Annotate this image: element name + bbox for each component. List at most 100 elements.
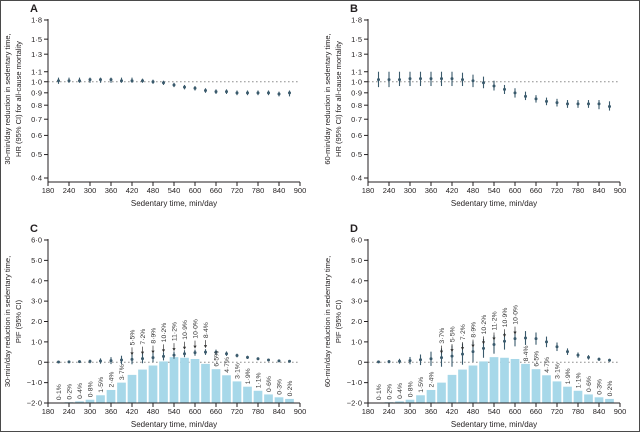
label-arrowhead: [481, 341, 486, 345]
x-axis-title: Sedentary time, min/day: [451, 199, 537, 208]
x-tick-label: 240: [383, 407, 396, 416]
data-point: [419, 77, 422, 81]
data-point: [204, 89, 207, 93]
dist-bar: [416, 395, 425, 403]
data-point: [204, 350, 207, 354]
y-tick-label: 1·3: [351, 50, 362, 59]
data-point: [597, 357, 601, 361]
data-point: [471, 79, 475, 83]
dist-bar-label: 1·5%: [98, 377, 105, 393]
dist-bar: [138, 369, 147, 403]
x-axis-title: Sedentary time, min/day: [131, 199, 217, 208]
data-point: [162, 81, 165, 85]
y-tick-label: 5·0: [351, 256, 362, 265]
y-tick-label: −1·0: [347, 378, 362, 387]
dist-bar: [180, 357, 189, 403]
y-tick-label: 0·7: [31, 115, 42, 124]
panel-a: A 1·8 1·5 1·3 1·1 1·0 0·9 0·8 0·7 0·6 0·5 0·4 180 24…: [1, 1, 321, 217]
dist-bar-label: 3·7%: [119, 364, 126, 380]
data-point: [141, 357, 144, 361]
x-tick-label: 720: [231, 186, 244, 195]
dist-bar: [117, 382, 126, 403]
dist-bar: [468, 365, 478, 403]
x-tick-label: 600: [189, 407, 202, 416]
dist-bar-label: 10·2%: [481, 315, 488, 335]
data-point: [429, 77, 433, 81]
dist-bar: [426, 389, 436, 403]
dist-bar: [75, 401, 84, 403]
data-point: [597, 102, 601, 106]
data-point: [408, 77, 412, 81]
dist-bar: [584, 394, 593, 403]
data-point: [130, 79, 134, 83]
y-axis-title-line2: HR (95% CI) for all-cause mortality: [334, 41, 343, 157]
y-tick-label: 0·8: [351, 101, 362, 110]
dist-bar-label: 6·5%: [213, 351, 220, 367]
data-point: [398, 78, 401, 82]
x-tick-label: 660: [530, 407, 543, 416]
x-tick-label: 540: [488, 407, 501, 416]
dist-bar-label: 7·2%: [460, 324, 467, 340]
data-point: [461, 78, 464, 82]
dist-bar: [201, 363, 210, 403]
x-tick-label: 540: [168, 407, 181, 416]
data-point: [277, 92, 281, 96]
x-tick-label: 180: [42, 186, 55, 195]
dist-bar-label: 4·7%: [544, 357, 551, 373]
data-point: [513, 91, 517, 95]
y-tick-label: 1·1: [351, 67, 362, 76]
label-arrowhead: [130, 352, 134, 356]
dist-bar-label: 1·1%: [255, 372, 262, 388]
panel-b: B 1·8 1·5 1·3 1·1 1·0 0·9 0·8 0·7 0·6 0·5 0·4 180 24…: [321, 1, 639, 217]
dist-bar-label: 1·9%: [565, 368, 572, 384]
data-point: [57, 360, 60, 364]
x-tick-label: 420: [126, 186, 139, 195]
data-point: [576, 353, 580, 357]
dist-bar: [253, 390, 263, 403]
dist-bar: [222, 375, 231, 403]
label-arrowhead: [439, 350, 444, 354]
x-tick-label: 660: [530, 186, 543, 195]
data-point: [267, 91, 270, 95]
x-tick-label: 720: [551, 186, 564, 195]
y-tick-label: 1·0: [31, 77, 42, 86]
dist-bar: [232, 381, 242, 403]
x-tick-label: 240: [63, 186, 76, 195]
data-point: [482, 81, 485, 85]
data-point: [377, 360, 380, 364]
y-tick-label: 0: [358, 358, 362, 367]
dist-bar-label: 0·1%: [56, 384, 63, 400]
panel-b-letter: B: [350, 3, 358, 15]
data-point: [534, 97, 538, 101]
data-point: [408, 359, 412, 363]
label-arrowhead: [193, 345, 197, 349]
dist-bar: [479, 361, 488, 403]
dist-bar-label: 3·7%: [439, 328, 446, 344]
dist-bar: [605, 398, 614, 403]
data-point: [587, 355, 590, 359]
data-point: [419, 358, 422, 362]
x-tick-label: 360: [105, 186, 118, 195]
dist-bar-label: 0·2%: [66, 384, 73, 400]
dist-bar-label: 0·3%: [276, 379, 283, 395]
y-tick-label: 0·5: [31, 150, 42, 159]
y-tick-label: 3·0: [351, 297, 362, 306]
dist-bar: [563, 386, 572, 403]
dist-bar: [243, 386, 252, 403]
label-arrowhead: [471, 344, 475, 348]
dist-bar-label: 5·5%: [129, 330, 136, 346]
y-tick-label: 2·0: [351, 317, 362, 326]
x-tick-label: 240: [63, 407, 76, 416]
dist-bar: [458, 369, 467, 403]
panel-c-letter: C: [30, 223, 38, 235]
dist-bar: [437, 382, 446, 403]
dist-bar: [395, 401, 404, 403]
x-tick-label: 840: [273, 186, 286, 195]
dist-bar-label: 8·9%: [470, 322, 477, 338]
dist-bar: [211, 369, 221, 403]
y-tick-label: 1·0: [351, 77, 362, 86]
y-tick-label: 0·4: [31, 174, 42, 183]
data-point: [566, 350, 569, 354]
y-tick-label: 1·5: [351, 35, 362, 44]
